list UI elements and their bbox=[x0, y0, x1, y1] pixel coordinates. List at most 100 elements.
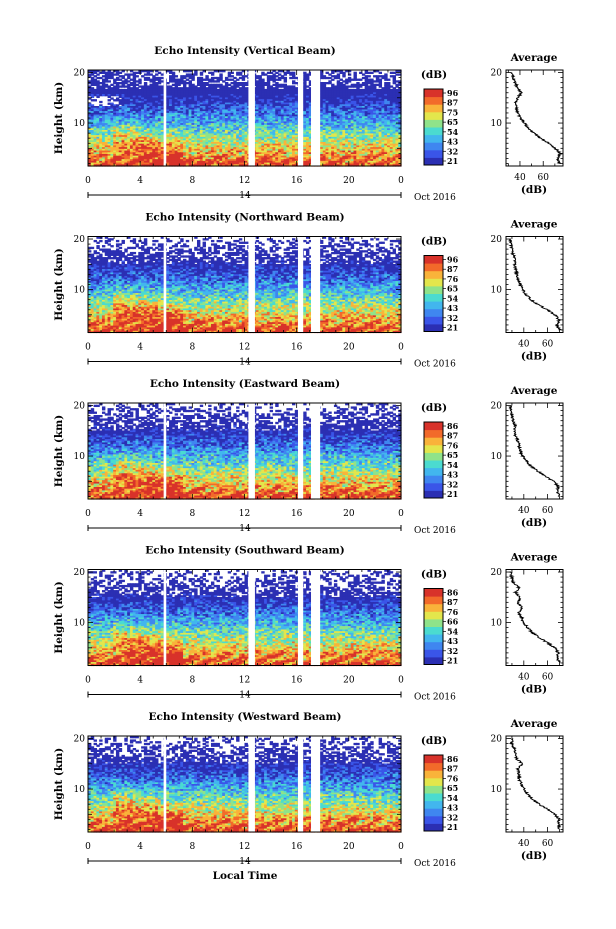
data-gap bbox=[248, 570, 255, 666]
average-title: Average bbox=[510, 718, 558, 730]
x-tick-label: 8 bbox=[189, 842, 195, 852]
data-gap bbox=[311, 570, 320, 666]
x-tick-label: 4 bbox=[137, 343, 143, 353]
panel-title: Echo Intensity (Northward Beam) bbox=[145, 212, 344, 224]
x-tick-label: 0 bbox=[85, 509, 91, 519]
data-gap bbox=[311, 237, 320, 333]
beam-panel-2: Echo Intensity (Eastward Beam)Height (km… bbox=[53, 378, 563, 536]
average-x-tick-label: 60 bbox=[542, 673, 554, 683]
heatmap-cells bbox=[88, 237, 402, 334]
y-tick-label: 20 bbox=[74, 402, 86, 412]
panel-ylabel: Height (km) bbox=[53, 415, 65, 487]
x-tick-label: 20 bbox=[343, 676, 355, 686]
x-tick-label: 0 bbox=[398, 676, 404, 686]
y-tick-label: 10 bbox=[74, 119, 86, 129]
colorbar-tick-label: 43 bbox=[447, 303, 459, 313]
data-gap bbox=[164, 736, 167, 832]
average-line bbox=[510, 406, 560, 497]
data-gap bbox=[164, 70, 167, 166]
colorbar-unit: (dB) bbox=[421, 236, 447, 248]
colorbar-tick-label: 43 bbox=[447, 137, 459, 147]
x-tick-label: 0 bbox=[398, 509, 404, 519]
y-tick-label: 20 bbox=[74, 735, 86, 745]
data-gap bbox=[248, 403, 255, 499]
average-line bbox=[511, 739, 560, 830]
average-title: Average bbox=[510, 385, 558, 397]
x-tick-label: 0 bbox=[85, 176, 91, 186]
average-title: Average bbox=[510, 52, 558, 64]
colorbar-tick-label: 66 bbox=[447, 617, 459, 627]
x-tick-label: 12 bbox=[239, 176, 250, 186]
panel-title: Echo Intensity (Westward Beam) bbox=[148, 711, 341, 723]
day-tick-label: 14 bbox=[239, 358, 251, 368]
y-tick-label: 10 bbox=[74, 452, 86, 462]
colorbar-tick-label: 96 bbox=[447, 88, 459, 98]
x-tick-label: 4 bbox=[137, 676, 143, 686]
colorbar-tick-label: 65 bbox=[447, 450, 458, 460]
y-tick-label: 10 bbox=[74, 286, 86, 296]
colorbar-tick-label: 65 bbox=[447, 117, 458, 127]
day-tick-label: 14 bbox=[239, 524, 251, 534]
data-gap bbox=[298, 70, 303, 166]
colorbar-tick-label: 32 bbox=[447, 146, 458, 156]
data-gap bbox=[298, 736, 303, 832]
x-tick-label: 4 bbox=[137, 509, 143, 519]
colorbar-tick-label: 54 bbox=[447, 626, 459, 636]
data-gap bbox=[311, 70, 320, 166]
colorbar-tick-label: 21 bbox=[447, 656, 458, 666]
average-y-tick-label: 20 bbox=[491, 69, 503, 79]
x-tick-label: 16 bbox=[291, 676, 303, 686]
data-gap bbox=[164, 237, 167, 333]
colorbar-tick-label: 21 bbox=[447, 156, 458, 166]
x-tick-label: 20 bbox=[343, 343, 355, 353]
average-y-tick-label: 10 bbox=[491, 785, 503, 795]
average-xlabel: (dB) bbox=[521, 184, 547, 196]
panel-ylabel: Height (km) bbox=[53, 748, 65, 820]
average-y-tick-label: 10 bbox=[491, 619, 503, 629]
y-tick-label: 10 bbox=[74, 619, 86, 629]
colorbar-tick-label: 54 bbox=[447, 793, 459, 803]
colorbar-tick-label: 43 bbox=[447, 470, 459, 480]
colorbar-tick-label: 65 bbox=[447, 284, 458, 294]
local-time-xlabel: Local Time bbox=[213, 870, 278, 882]
colorbar-tick-label: 32 bbox=[447, 812, 458, 822]
colorbar-tick-label: 65 bbox=[447, 783, 458, 793]
x-tick-label: 0 bbox=[85, 343, 91, 353]
colorbar-tick-label: 43 bbox=[447, 803, 459, 813]
x-tick-label: 8 bbox=[189, 676, 195, 686]
day-tick-label: 14 bbox=[239, 691, 251, 701]
colorbar-tick-label: 87 bbox=[447, 98, 458, 108]
date-label: Oct 2016 bbox=[414, 693, 456, 703]
data-gap bbox=[248, 736, 255, 832]
colorbar-tick-label: 32 bbox=[447, 313, 458, 323]
colorbar-tick-label: 76 bbox=[447, 607, 459, 617]
x-tick-label: 4 bbox=[137, 842, 143, 852]
data-gap bbox=[248, 70, 255, 166]
average-y-tick-label: 20 bbox=[491, 568, 503, 578]
colorbar-tick-label: 54 bbox=[447, 460, 459, 470]
x-tick-label: 12 bbox=[239, 676, 250, 686]
panel-ylabel: Height (km) bbox=[53, 581, 65, 653]
average-x-tick-label: 40 bbox=[518, 839, 530, 849]
colorbar-tick-label: 86 bbox=[447, 754, 459, 764]
x-tick-label: 0 bbox=[398, 842, 404, 852]
colorbar-unit: (dB) bbox=[421, 402, 447, 414]
beam-panel-3: Echo Intensity (Southward Beam)Height (k… bbox=[53, 545, 563, 703]
y-tick-label: 10 bbox=[74, 785, 86, 795]
heatmap-cells bbox=[88, 736, 402, 833]
x-tick-label: 0 bbox=[398, 343, 404, 353]
data-gap bbox=[164, 403, 167, 499]
x-tick-label: 0 bbox=[85, 676, 91, 686]
x-tick-label: 0 bbox=[85, 842, 91, 852]
colorbar-tick-label: 21 bbox=[447, 822, 458, 832]
panel-ylabel: Height (km) bbox=[53, 248, 65, 320]
average-xlabel: (dB) bbox=[521, 351, 547, 363]
average-x-tick-label: 60 bbox=[542, 340, 554, 350]
